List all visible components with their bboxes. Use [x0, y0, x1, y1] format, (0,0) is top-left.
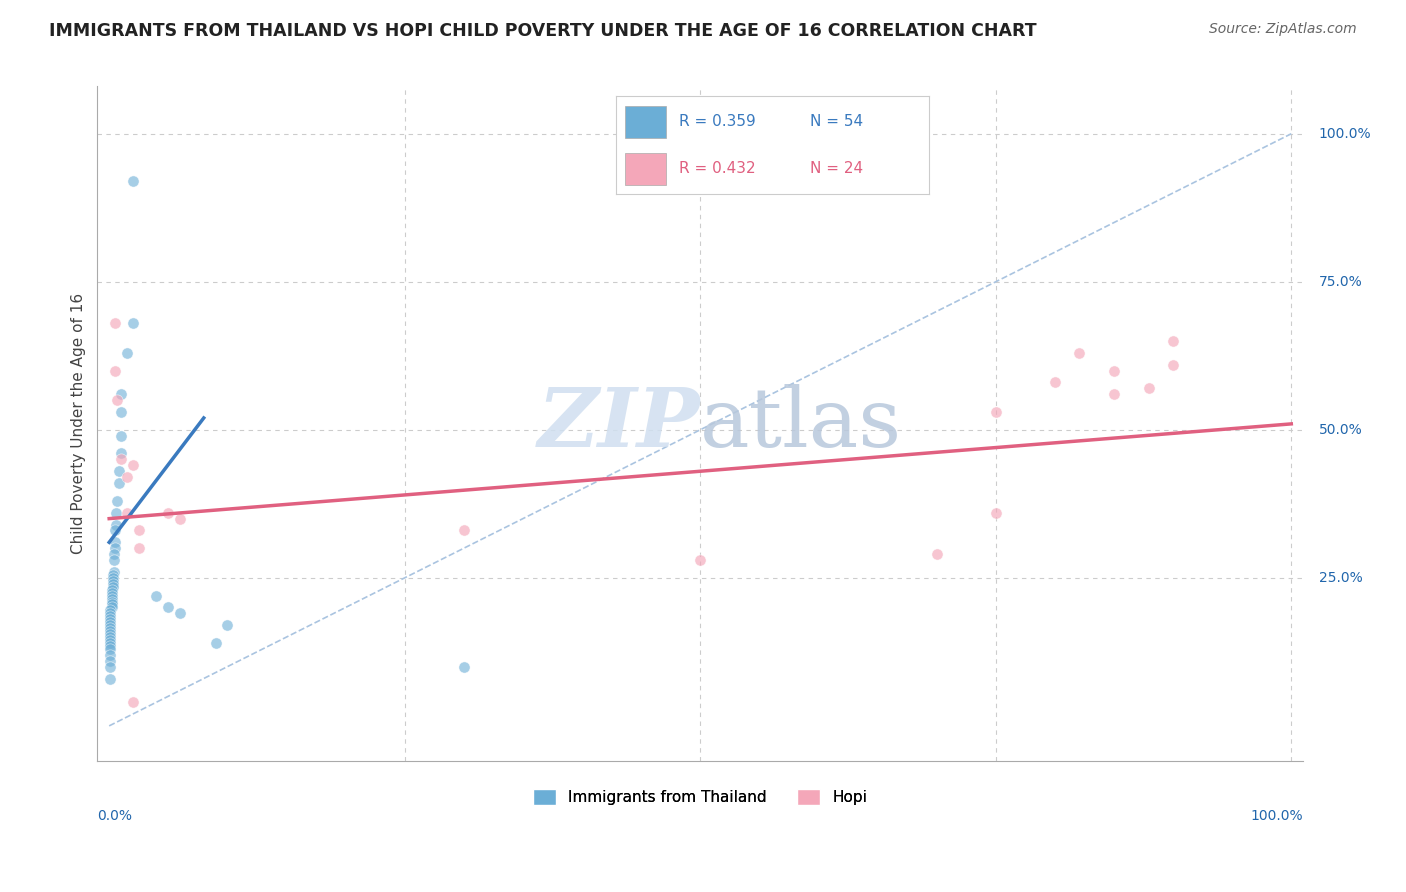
Text: Source: ZipAtlas.com: Source: ZipAtlas.com: [1209, 22, 1357, 37]
Point: [453, 659, 475, 673]
Point: [107, 464, 129, 478]
Text: 75.0%: 75.0%: [1319, 275, 1362, 289]
Point: [98, 654, 121, 668]
Point: [100, 582, 122, 597]
Point: [128, 524, 150, 538]
Point: [145, 589, 167, 603]
Point: [107, 476, 129, 491]
Point: [101, 576, 124, 591]
Point: [104, 363, 127, 377]
Point: [98, 633, 121, 648]
Point: [128, 541, 150, 556]
Point: [157, 600, 180, 615]
Point: [121, 174, 143, 188]
Point: [169, 607, 191, 621]
Point: [98, 641, 121, 656]
Point: [100, 585, 122, 599]
Point: [103, 553, 125, 567]
Point: [121, 458, 143, 473]
Legend: Immigrants from Thailand, Hopi: Immigrants from Thailand, Hopi: [527, 783, 873, 811]
Text: 100.0%: 100.0%: [1250, 809, 1303, 822]
Point: [98, 659, 121, 673]
Point: [98, 607, 121, 621]
Text: ZIP: ZIP: [537, 384, 700, 464]
Point: [98, 618, 121, 632]
Point: [984, 506, 1007, 520]
Point: [925, 547, 948, 561]
Point: [98, 648, 121, 662]
Text: 50.0%: 50.0%: [1319, 423, 1362, 437]
Text: 0.0%: 0.0%: [97, 809, 132, 822]
Point: [217, 618, 239, 632]
Point: [110, 405, 132, 419]
Point: [107, 393, 129, 408]
Point: [121, 316, 143, 330]
Point: [100, 589, 122, 603]
Point: [1102, 387, 1125, 401]
Point: [98, 636, 121, 650]
Point: [110, 452, 132, 467]
Point: [204, 636, 226, 650]
Point: [100, 594, 122, 608]
Point: [98, 627, 121, 641]
Point: [115, 470, 138, 484]
Point: [98, 630, 121, 644]
Point: [100, 598, 122, 612]
Point: [105, 506, 128, 520]
Point: [104, 316, 127, 330]
Point: [105, 517, 128, 532]
Point: [98, 615, 121, 630]
Text: atlas: atlas: [700, 384, 903, 464]
Point: [101, 571, 124, 585]
Point: [101, 580, 124, 594]
Point: [1161, 358, 1184, 372]
Point: [110, 446, 132, 460]
Point: [98, 603, 121, 617]
Point: [115, 506, 138, 520]
Point: [107, 494, 129, 508]
Point: [689, 553, 711, 567]
Point: [984, 405, 1007, 419]
Point: [1067, 346, 1090, 360]
Point: [110, 387, 132, 401]
Point: [1102, 363, 1125, 377]
Point: [115, 346, 138, 360]
Point: [103, 547, 125, 561]
Point: [157, 506, 180, 520]
Point: [100, 591, 122, 606]
Point: [98, 621, 121, 635]
Y-axis label: Child Poverty Under the Age of 16: Child Poverty Under the Age of 16: [72, 293, 86, 555]
Point: [1161, 334, 1184, 348]
Point: [169, 511, 191, 525]
Text: IMMIGRANTS FROM THAILAND VS HOPI CHILD POVERTY UNDER THE AGE OF 16 CORRELATION C: IMMIGRANTS FROM THAILAND VS HOPI CHILD P…: [49, 22, 1036, 40]
Point: [98, 639, 121, 653]
Point: [98, 612, 121, 626]
Point: [98, 624, 121, 639]
Point: [100, 600, 122, 615]
Point: [104, 541, 127, 556]
Text: 25.0%: 25.0%: [1319, 571, 1362, 585]
Point: [98, 672, 121, 686]
Point: [121, 695, 143, 709]
Point: [110, 428, 132, 442]
Point: [453, 524, 475, 538]
Point: [101, 574, 124, 588]
Point: [104, 535, 127, 549]
Text: 100.0%: 100.0%: [1319, 127, 1371, 141]
Point: [1139, 381, 1161, 395]
Point: [98, 609, 121, 624]
Point: [104, 524, 127, 538]
Point: [103, 565, 125, 579]
Point: [1043, 376, 1066, 390]
Point: [101, 567, 124, 582]
